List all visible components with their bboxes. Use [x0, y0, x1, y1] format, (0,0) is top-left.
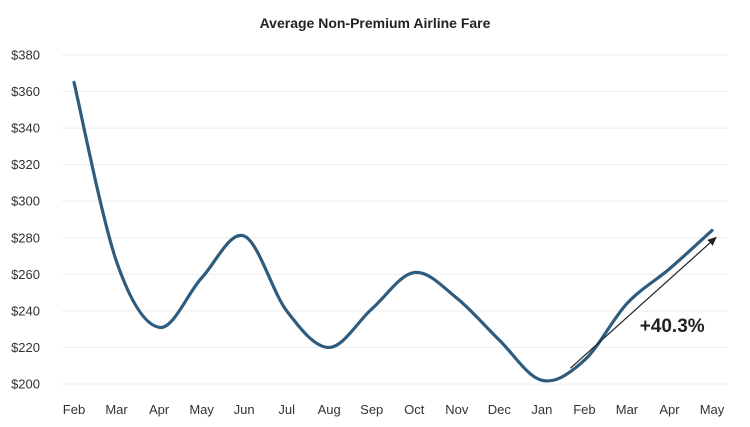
- x-tick-label: May: [700, 402, 725, 417]
- x-tick-label: Jun: [234, 402, 255, 417]
- chart-title: Average Non-Premium Airline Fare: [260, 15, 491, 31]
- x-tick-label: Mar: [105, 402, 128, 417]
- y-tick-label: $300: [11, 194, 40, 209]
- gridlines: [62, 54, 728, 385]
- y-tick-label: $260: [11, 267, 40, 282]
- y-axis-tick-labels: $200 $220 $240 $260 $280 $300 $320 $340 $360 $380: [11, 48, 40, 392]
- x-tick-label: Apr: [149, 402, 170, 417]
- x-tick-label: Aug: [318, 402, 341, 417]
- y-tick-label: $380: [11, 48, 40, 63]
- x-tick-label: Apr: [659, 402, 680, 417]
- y-tick-label: $240: [11, 303, 40, 318]
- x-tick-label: Jul: [278, 402, 295, 417]
- fare-data-points: [74, 82, 712, 380]
- y-tick-label: $220: [11, 340, 40, 355]
- x-tick-label: Nov: [445, 402, 469, 417]
- x-tick-label: Dec: [488, 402, 512, 417]
- x-tick-label: Sep: [360, 402, 383, 417]
- y-tick-label: $320: [11, 157, 40, 172]
- increase-arrow: [569, 236, 717, 369]
- x-tick-label: Oct: [404, 402, 425, 417]
- x-tick-label: Mar: [616, 402, 639, 417]
- x-tick-label: Jan: [531, 402, 552, 417]
- x-tick-label: Feb: [573, 402, 595, 417]
- x-tick-label: May: [189, 402, 214, 417]
- x-axis-tick-labels: Feb Mar Apr May Jun Jul Aug Sep Oct Nov Dec Jan Feb M…: [63, 402, 725, 417]
- y-tick-label: $360: [11, 84, 40, 99]
- percent-change-annotation: +40.3%: [640, 316, 705, 337]
- y-tick-label: $280: [11, 230, 40, 245]
- y-tick-label: $200: [11, 377, 40, 392]
- fare-series-line: [72, 80, 714, 383]
- x-tick-label: Feb: [63, 402, 85, 417]
- y-tick-label: $340: [11, 121, 40, 136]
